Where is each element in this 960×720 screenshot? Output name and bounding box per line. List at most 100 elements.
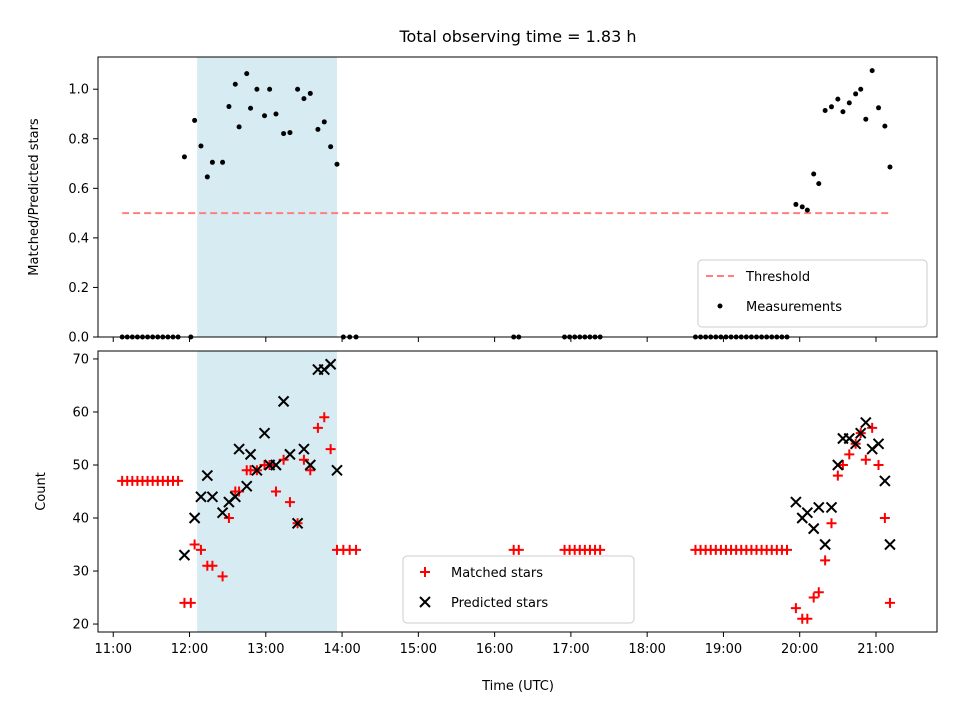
matched-star-point (223, 513, 234, 524)
matched-star-point (189, 539, 200, 550)
predicted-star-point (270, 459, 282, 471)
y-tick-label: 70 (72, 352, 89, 367)
measurement-point (840, 109, 846, 115)
predicted-star-point (813, 501, 825, 514)
measurement-point (236, 124, 242, 130)
matched-star-point (884, 597, 895, 608)
measurement-point (799, 204, 805, 210)
measurement-point (254, 86, 260, 92)
x-tick-label: 17:00 (552, 642, 589, 657)
y-axis-label: Count (34, 472, 49, 511)
measurement-point (334, 161, 340, 167)
predicted-star-point (790, 496, 802, 508)
matched-star-point (802, 613, 813, 624)
y-tick-label: 50 (72, 458, 89, 473)
measurement-point (804, 207, 810, 213)
matched-star-point (312, 422, 323, 433)
plot-frame (97, 56, 938, 338)
top-panel: 0.0 0.2 0.4 0.6 0.8 1.0 Matched/Predicted star… (27, 56, 938, 346)
matched-star-point (195, 544, 206, 555)
plot-frame (97, 350, 938, 633)
measurement-point (181, 154, 187, 160)
matched-star-point (844, 449, 855, 460)
matched-star-point (808, 592, 819, 603)
predicted-star-point (241, 480, 253, 492)
measurement-point (198, 143, 204, 149)
matched-star-point (270, 486, 281, 497)
predicted-star-point (277, 395, 290, 408)
x-tick-label: 14:00 (323, 642, 360, 657)
predicted-star-point (284, 448, 296, 461)
chart-title: Total observing time = 1.83 h (398, 27, 636, 46)
predicted-star-point (298, 443, 310, 455)
predicted-star-point (229, 491, 241, 503)
legend-matched-swatch (420, 567, 430, 577)
matched-star-point (820, 555, 831, 566)
matched-star-point (826, 518, 837, 529)
predicted-star-point (233, 443, 245, 455)
measurement-point (281, 131, 287, 137)
x-tick-label: 12:00 (171, 642, 208, 657)
legend-label: Matched stars (451, 566, 543, 581)
x-axis-label: Time (UTC) (481, 679, 554, 694)
x-tick-label: 21:00 (857, 642, 894, 657)
y-tick-label: 30 (72, 565, 89, 580)
x-tick-label: 13:00 (247, 642, 284, 657)
legend-box (402, 555, 635, 624)
predicted-star-point (201, 469, 214, 482)
predicted-star-point (832, 459, 844, 471)
matched-star-point (217, 571, 228, 582)
matched-star-point (595, 544, 606, 555)
predicted-star-point (304, 459, 316, 471)
matched-star-point (351, 544, 362, 555)
matched-star-point (790, 603, 801, 614)
measurement-point (816, 181, 822, 187)
predicted-star-point (849, 438, 862, 450)
measurement-point (793, 201, 799, 207)
predicted-star-point (251, 464, 263, 476)
matched-star-point (781, 544, 792, 555)
predicted-star-point (872, 438, 885, 450)
y-tick-label: 0.4 (68, 231, 89, 246)
highlight-span (197, 351, 337, 632)
matched-star-point (873, 459, 884, 470)
predicted-star-point (807, 522, 820, 535)
legend-measurement-swatch (717, 303, 723, 309)
predicted-star-point (188, 512, 201, 524)
matched-star-point (173, 475, 184, 486)
predicted-star-point (216, 507, 229, 519)
measurement-point (321, 119, 327, 125)
matched-star-point (207, 560, 218, 571)
measurement-point (301, 96, 307, 102)
measurement-point (232, 81, 238, 87)
predicted-star-point (291, 517, 304, 530)
x-tick-label: 19:00 (705, 642, 742, 657)
measurement-point (328, 144, 334, 150)
predicted-star-point (206, 491, 219, 503)
matched-star-point (319, 412, 330, 423)
measurement-point (846, 100, 852, 106)
x-tick-label: 11:00 (95, 642, 132, 657)
measurement-point (869, 68, 875, 74)
predicted-star-point (195, 491, 207, 503)
measurement-point (315, 126, 321, 132)
predicted-star-point (324, 358, 337, 370)
predicted-star-point (855, 427, 867, 439)
measurement-point (858, 86, 864, 92)
predicted-star-point (884, 538, 896, 551)
measurement-point (262, 113, 268, 119)
predicted-star-point (331, 464, 343, 476)
measurement-point (828, 104, 834, 110)
matched-star-point (513, 544, 524, 555)
measurement-point (192, 117, 198, 123)
measurement-point (811, 171, 817, 177)
measurement-point (863, 116, 869, 122)
measurement-point (887, 164, 893, 170)
highlight-span (197, 57, 337, 337)
measurement-point (209, 159, 215, 165)
predicted-star-point (879, 475, 891, 487)
measurement-point (226, 104, 232, 110)
matched-star-point (284, 497, 295, 508)
matched-star-point (879, 513, 890, 524)
